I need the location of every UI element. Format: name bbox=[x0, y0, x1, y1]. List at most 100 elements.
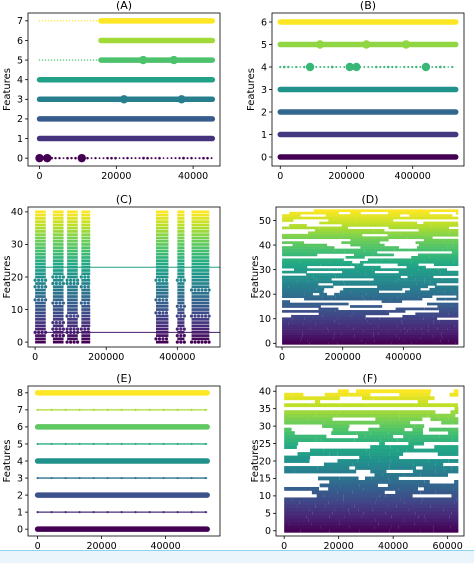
feature-28-segment bbox=[35, 250, 46, 253]
feature-20-point bbox=[58, 275, 61, 278]
feature-3-big-point bbox=[120, 95, 128, 103]
feature-32-segment bbox=[358, 263, 364, 266]
feature-3-point bbox=[37, 477, 39, 479]
feature-3-point bbox=[79, 477, 81, 479]
feature-17-segment bbox=[370, 470, 386, 474]
feature-7-point bbox=[149, 409, 151, 411]
feature-52-segment bbox=[417, 214, 452, 217]
feature-4-point bbox=[327, 66, 329, 68]
feature-33-segment bbox=[454, 261, 459, 264]
feature-39-segment bbox=[399, 393, 422, 397]
feature-17-segment bbox=[156, 285, 168, 288]
feature-31-segment bbox=[53, 240, 64, 243]
feature-7-segment bbox=[192, 318, 210, 321]
feature-2-segment bbox=[434, 522, 458, 526]
feature-18-segment bbox=[331, 298, 365, 301]
feature-28-segment bbox=[53, 250, 64, 253]
feature-33-segment bbox=[360, 261, 376, 264]
feature-48-segment bbox=[296, 224, 307, 227]
feature-14-segment bbox=[439, 308, 459, 311]
feature-36-segment bbox=[310, 403, 340, 407]
feature-20-segment bbox=[390, 293, 401, 296]
feature-18-segment bbox=[391, 298, 414, 301]
feature-2-segment bbox=[192, 334, 210, 337]
feature-18-segment bbox=[81, 282, 90, 285]
feature-3-point bbox=[177, 477, 179, 479]
feature-5-point bbox=[163, 443, 165, 445]
feature-17-segment bbox=[413, 470, 436, 474]
feature-35-segment bbox=[156, 227, 168, 230]
feature-23-segment bbox=[367, 449, 398, 453]
feature-24-segment bbox=[434, 445, 458, 449]
feature-40-segment bbox=[454, 244, 458, 247]
feature-22-segment bbox=[438, 452, 459, 456]
feature-51-segment bbox=[433, 217, 458, 220]
feature-12-segment bbox=[67, 302, 78, 305]
feature-32-segment bbox=[282, 263, 308, 266]
feature-19-point bbox=[176, 279, 179, 282]
feature-44-segment bbox=[426, 234, 458, 237]
y-tick-label: 10 bbox=[259, 314, 271, 325]
feature-15-segment bbox=[81, 292, 90, 295]
feature-1-segment bbox=[404, 340, 440, 343]
feature-8-segment bbox=[310, 501, 329, 505]
feature-6-segment bbox=[35, 321, 46, 324]
feature-52-segment bbox=[364, 214, 401, 217]
feature-1-point bbox=[65, 511, 67, 513]
y-tick-label: 40 bbox=[259, 240, 271, 251]
feature-0-point bbox=[158, 157, 161, 160]
feature-4-point bbox=[69, 327, 72, 330]
feature-6-segment bbox=[404, 327, 409, 330]
feature-9-segment bbox=[440, 320, 459, 323]
feature-27-segment bbox=[53, 253, 64, 256]
feature-19-segment bbox=[324, 463, 352, 467]
feature-0-segment bbox=[442, 342, 456, 345]
feature-20-segment bbox=[304, 293, 313, 296]
feature-20-segment bbox=[35, 276, 46, 279]
feature-19-segment bbox=[53, 279, 64, 282]
feature-44-segment bbox=[329, 234, 362, 237]
feature-6-point bbox=[58, 321, 61, 324]
feature-32-segment bbox=[309, 417, 333, 421]
feature-17-segment bbox=[436, 470, 445, 474]
feature-27-segment bbox=[358, 435, 366, 439]
feature-34-segment bbox=[67, 230, 78, 233]
feature-8-segment bbox=[282, 322, 288, 325]
feature-7-point bbox=[51, 20, 52, 21]
feature-33-segment bbox=[67, 233, 78, 236]
feature-0-point bbox=[150, 157, 152, 159]
feature-8-point bbox=[204, 314, 207, 317]
feature-54-segment bbox=[452, 209, 459, 212]
feature-7-segment bbox=[430, 504, 458, 508]
feature-41-segment bbox=[341, 241, 358, 244]
feature-30-segment bbox=[330, 268, 337, 271]
panel-title: (D) bbox=[361, 193, 378, 206]
feature-1-point bbox=[158, 337, 161, 340]
feature-20-point bbox=[87, 275, 90, 278]
feature-26-segment bbox=[354, 438, 374, 442]
feature-23-segment bbox=[398, 449, 407, 453]
feature-9-segment bbox=[335, 320, 368, 323]
feature-38-segment bbox=[409, 249, 442, 252]
feature-5-point bbox=[57, 59, 58, 60]
feature-19-segment bbox=[398, 295, 419, 298]
feature-4-segment bbox=[361, 515, 391, 519]
feature-10-segment bbox=[386, 494, 413, 498]
feature-53-segment bbox=[423, 212, 429, 215]
y-tick-label: 5 bbox=[265, 509, 271, 520]
feature-12-segment bbox=[364, 487, 399, 491]
feature-1-segment bbox=[315, 340, 350, 343]
feature-27-segment bbox=[305, 435, 326, 439]
feature-38-segment bbox=[53, 217, 64, 220]
feature-47-segment bbox=[342, 227, 348, 230]
feature-47-segment bbox=[419, 227, 449, 230]
feature-24-segment bbox=[406, 283, 417, 286]
feature-12-point bbox=[62, 301, 65, 304]
feature-0-point bbox=[119, 157, 121, 159]
y-tick-label: 0 bbox=[17, 337, 23, 348]
feature-3-point bbox=[93, 477, 95, 479]
feature-31-segment bbox=[177, 240, 184, 243]
feature-35-segment bbox=[67, 227, 78, 230]
feature-17-segment bbox=[53, 285, 64, 288]
